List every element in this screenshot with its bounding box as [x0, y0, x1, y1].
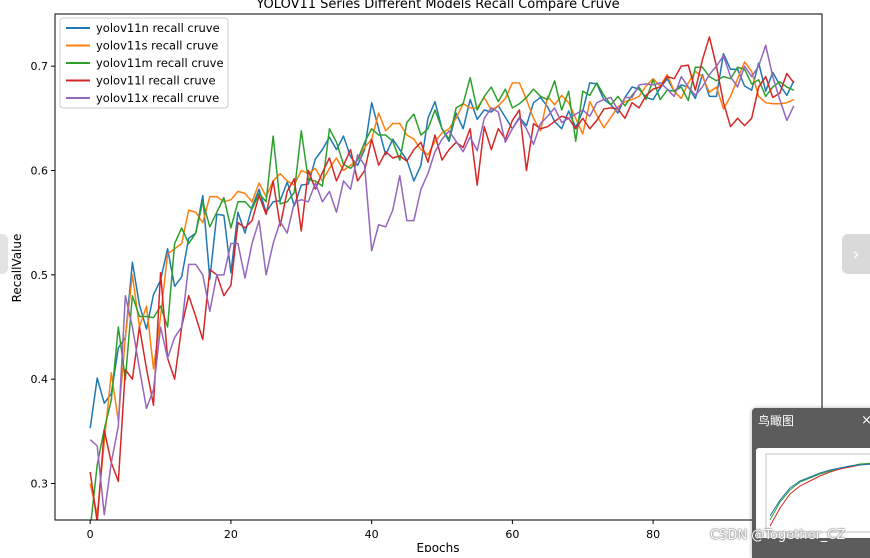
- plot-frame: [54, 13, 823, 521]
- prev-image-button[interactable]: [0, 234, 8, 274]
- minimap-thumbnail[interactable]: [756, 448, 870, 538]
- y-axis-label: RecallValue: [10, 234, 24, 303]
- y-tick-label: 0.6: [31, 164, 49, 177]
- series-line-5: [89, 44, 795, 516]
- x-tick-label: 0: [87, 528, 94, 541]
- legend: yolov11n recall cruve yolov11s recall cru…: [59, 17, 229, 109]
- watermark: CSDN @Together_CZ: [710, 528, 846, 543]
- chevron-right-icon: ›: [852, 243, 860, 265]
- series-line-4: [89, 36, 795, 520]
- y-tick-label: 0.3: [31, 477, 49, 490]
- next-image-button[interactable]: ›: [842, 234, 870, 274]
- legend-label-3: yolov11m recall cruve: [96, 56, 224, 70]
- y-tick-label: 0.7: [31, 60, 49, 73]
- y-tick-label: 0.5: [31, 269, 49, 282]
- legend-label-4: yolov11l recall cruve: [96, 74, 216, 88]
- legend-label-1: yolov11n recall cruve: [96, 21, 220, 35]
- x-tick-label: 20: [224, 528, 238, 541]
- legend-label-5: yolov11x recall cruve: [96, 91, 219, 105]
- minimap-panel[interactable]: 鸟瞰图 ×: [752, 408, 870, 558]
- x-axis-label: Epochs: [417, 541, 460, 552]
- x-tick-label: 60: [505, 528, 519, 541]
- series-line-2: [89, 61, 795, 516]
- series-layer: [89, 36, 795, 520]
- x-tick-label: 40: [365, 528, 379, 541]
- minimap-title: 鸟瞰图: [758, 414, 795, 428]
- axis-ticks: 0 20 40 60 80 0.3 0.4 0.5 0.6 0.7: [31, 60, 661, 541]
- close-icon[interactable]: ×: [861, 413, 870, 428]
- x-tick-label: 80: [646, 528, 660, 541]
- y-tick-label: 0.4: [31, 373, 49, 386]
- minimap-chart-thumbnail: [765, 453, 870, 533]
- chart-title: YOLOV11 Series Different Models Recall C…: [255, 0, 619, 12]
- legend-label-2: yolov11s recall cruve: [96, 39, 218, 53]
